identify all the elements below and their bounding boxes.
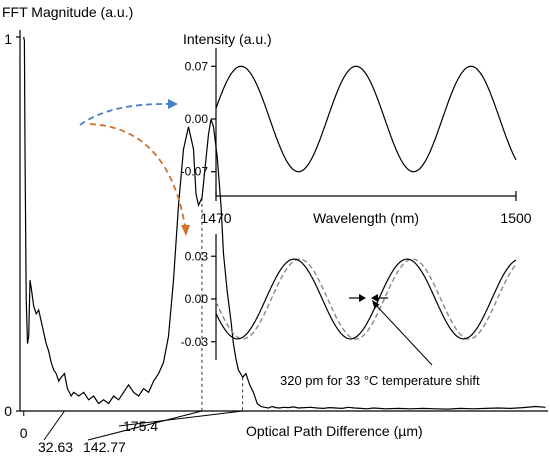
- inset1-y-label: Intensity (a.u.): [183, 31, 272, 47]
- fft-x-tick-mark-2: [87, 410, 203, 441]
- shift-arrows: [349, 294, 388, 302]
- inset2-series-dashed: [215, 258, 517, 340]
- fft-y-tick-0: 0: [4, 403, 12, 419]
- fft-x-tick-mark-1: [43, 410, 65, 441]
- inset1-x-label: Wavelength (nm): [313, 210, 419, 226]
- fft-series-line: [23, 36, 546, 410]
- inset1-x-tick-1470: 1470: [200, 210, 231, 226]
- annotation-pointer: [373, 302, 433, 366]
- annotation-pointer-head: [372, 300, 380, 309]
- fft-x-tick-mark-3: [118, 410, 243, 427]
- shift-annotation: 320 pm for 33 °C temperature shift: [280, 373, 480, 388]
- inset2-series-solid: [215, 258, 517, 340]
- fft-x-ticks: 0 32.63 142.77 175.4: [20, 410, 243, 455]
- inset-intensity: Intensity (a.u.) 0.07 0.00 -0.07 1470 1500…: [181, 31, 532, 226]
- fft-x-tick-2: 142.77: [83, 439, 126, 455]
- fft-x-tick-1: 32.63: [38, 439, 73, 455]
- fft-y-tick-1: 1: [4, 31, 12, 47]
- inset2-y-tick-0: 0.03: [185, 249, 209, 263]
- inset1-series-line: [215, 65, 517, 173]
- inset2-y-tick-1: 0.00: [185, 292, 209, 306]
- inset-shift: 0.03 0.00 -0.03 320 pm for 33 °C temperatu…: [181, 234, 517, 388]
- inset1-x-tick-1500: 1500: [500, 210, 531, 226]
- fft-x-tick-0: 0: [20, 425, 28, 441]
- connector-arrow-bottom: [89, 123, 186, 227]
- fft-x-label: Optical Path Difference (µm): [246, 423, 423, 439]
- inset2-y-ticks: 0.03 0.00 -0.03: [181, 249, 216, 349]
- inset1-y-ticks: 0.07 0.00 -0.07: [181, 59, 216, 179]
- inset1-y-tick-2: -0.07: [181, 165, 209, 179]
- connector-arrow-bottom-head: [181, 225, 190, 236]
- fft-x-tick-3: 175.4: [123, 418, 158, 434]
- inset1-y-tick-1: 0.00: [185, 112, 209, 126]
- inset1-y-tick-0: 0.07: [185, 59, 209, 73]
- inset2-y-tick-2: -0.03: [181, 335, 209, 349]
- connector-arrow-top: [79, 103, 171, 126]
- shift-arrow-right-head: [371, 294, 378, 302]
- fft-chart: FFT Magnitude (a.u.) 1 0 0 32.63 142.77 175…: [2, 4, 548, 455]
- shift-arrow-left-head: [359, 294, 366, 302]
- connector-arrows: [79, 99, 190, 236]
- fft-y-label: FFT Magnitude (a.u.): [2, 4, 133, 20]
- connector-arrow-top-head: [168, 99, 178, 109]
